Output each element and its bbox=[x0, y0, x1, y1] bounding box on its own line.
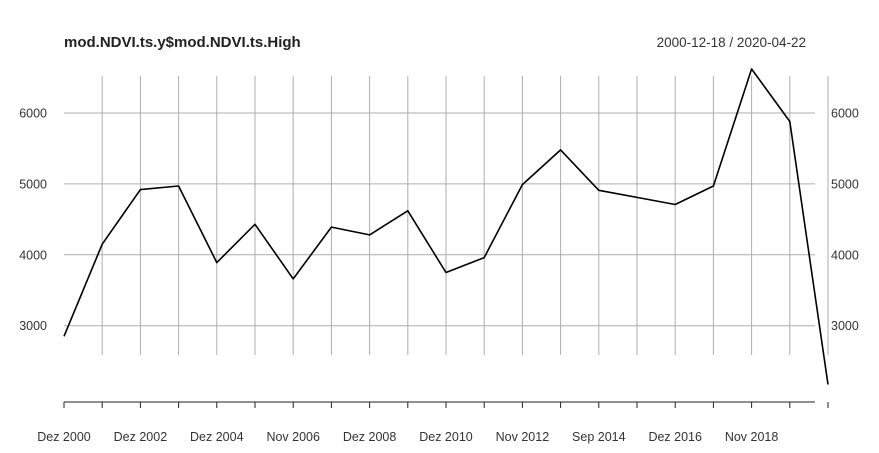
chart-title: mod.NDVI.ts.y$mod.NDVI.ts.High bbox=[64, 34, 301, 51]
x-tick-label: Dez 2010 bbox=[419, 430, 473, 444]
horizontal-gridlines bbox=[64, 112, 815, 327]
x-tick-label: Dez 2008 bbox=[343, 430, 397, 444]
y-axis-left-labels: 3000 4000 5000 6000 bbox=[19, 107, 47, 334]
y-tick-label-left: 4000 bbox=[19, 248, 47, 262]
x-tick-label: Nov 2012 bbox=[496, 430, 550, 444]
y-tick-label-right: 6000 bbox=[831, 107, 859, 121]
x-tick-label: Nov 2018 bbox=[725, 430, 779, 444]
y-tick-label-left: 5000 bbox=[19, 177, 47, 191]
x-tick-label: Nov 2006 bbox=[266, 430, 320, 444]
y-tick-label-right: 3000 bbox=[831, 319, 859, 333]
y-tick-label-right: 5000 bbox=[831, 177, 859, 191]
x-tick-label: Dez 2004 bbox=[190, 430, 244, 444]
y-tick-label-left: 6000 bbox=[19, 107, 47, 121]
x-tick-label: Sep 2014 bbox=[572, 430, 626, 444]
x-tick-label: Dez 2016 bbox=[648, 430, 702, 444]
x-tick-label: Dez 2002 bbox=[114, 430, 168, 444]
x-tick-label: Dez 2000 bbox=[37, 430, 91, 444]
x-axis-labels: Dez 2000 Dez 2002 Dez 2004 Nov 2006 Dez 2008… bbox=[37, 430, 778, 444]
vertical-gridlines bbox=[101, 76, 829, 355]
y-tick-label-right: 4000 bbox=[831, 248, 859, 262]
series-line bbox=[63, 68, 829, 385]
y-tick-label-left: 3000 bbox=[19, 319, 47, 333]
date-range-label: 2000-12-18 / 2020-04-22 bbox=[657, 35, 806, 50]
y-axis-right-labels: 3000 4000 5000 6000 bbox=[831, 107, 859, 334]
x-axis-ticks bbox=[63, 402, 829, 408]
